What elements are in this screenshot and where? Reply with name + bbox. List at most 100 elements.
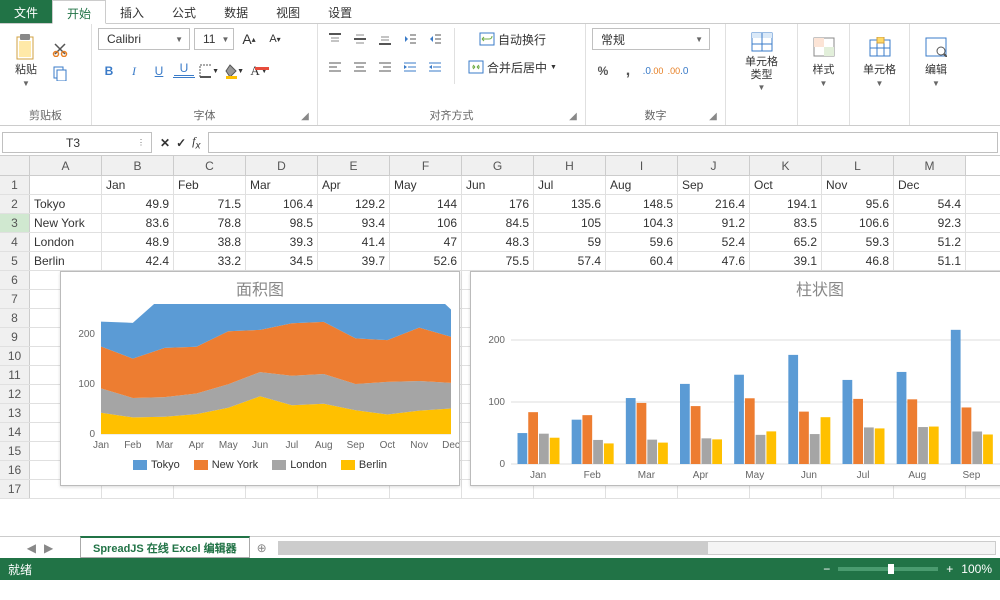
decrease-decimal-button[interactable]: .00.0 [667, 60, 689, 82]
align-right-button[interactable] [374, 56, 396, 78]
cell[interactable]: 47 [390, 233, 462, 251]
cell[interactable]: 176 [462, 195, 534, 213]
cell[interactable]: 92.3 [894, 214, 966, 232]
align-middle-button[interactable] [349, 28, 371, 50]
align-center-button[interactable] [349, 56, 371, 78]
cell[interactable]: 93.4 [318, 214, 390, 232]
grid-area[interactable]: ABCDEFGHIJKLM 1JanFebMarAprMayJunJulAugS… [0, 156, 1000, 536]
cell[interactable]: Tokyo [30, 195, 102, 213]
cell[interactable]: 59.3 [822, 233, 894, 251]
align-top-button[interactable] [324, 28, 346, 50]
cell[interactable]: 83.6 [102, 214, 174, 232]
cell[interactable]: 129.2 [318, 195, 390, 213]
file-tab[interactable]: 文件 [0, 0, 52, 23]
cell[interactable]: 52.4 [678, 233, 750, 251]
tab-insert[interactable]: 插入 [106, 0, 158, 23]
row-header[interactable]: 6 [0, 271, 30, 289]
cell[interactable]: 95.6 [822, 195, 894, 213]
row-header[interactable]: 3 [0, 214, 30, 232]
cell[interactable]: 48.9 [102, 233, 174, 251]
row-header[interactable]: 13 [0, 404, 30, 422]
font-size-combo[interactable]: 11▼ [194, 28, 234, 50]
percent-button[interactable]: % [592, 60, 614, 82]
cell[interactable]: Jun [462, 176, 534, 194]
col-header[interactable]: D [246, 156, 318, 175]
cell[interactable]: May [390, 176, 462, 194]
tab-view[interactable]: 视图 [262, 0, 314, 23]
cell[interactable]: New York [30, 214, 102, 232]
cell[interactable]: Mar [246, 176, 318, 194]
cell[interactable]: 106.6 [822, 214, 894, 232]
tab-settings[interactable]: 设置 [314, 0, 366, 23]
row-header[interactable]: 8 [0, 309, 30, 327]
row-header[interactable]: 2 [0, 195, 30, 213]
fx-button[interactable]: fx [192, 134, 200, 151]
cell[interactable]: 42.4 [102, 252, 174, 270]
cell[interactable]: 39.1 [750, 252, 822, 270]
cell[interactable]: 57.4 [534, 252, 606, 270]
cell[interactable]: Feb [174, 176, 246, 194]
cell[interactable]: Nov [822, 176, 894, 194]
increase-decimal-button[interactable]: .0.00 [642, 60, 664, 82]
name-box[interactable]: T3 ⋮ [2, 132, 152, 153]
cell[interactable]: 98.5 [246, 214, 318, 232]
cell[interactable]: 51.1 [894, 252, 966, 270]
cell[interactable]: Apr [318, 176, 390, 194]
cell[interactable]: Oct [750, 176, 822, 194]
cancel-formula-button[interactable]: ✕ [160, 136, 170, 150]
font-color-button[interactable]: A▼ [248, 60, 270, 82]
horizontal-scrollbar[interactable] [278, 541, 996, 555]
cell[interactable]: 78.8 [174, 214, 246, 232]
cell[interactable] [30, 176, 102, 194]
cell[interactable]: 216.4 [678, 195, 750, 213]
row-header[interactable]: 11 [0, 366, 30, 384]
cell[interactable]: 38.8 [174, 233, 246, 251]
row-header[interactable]: 15 [0, 442, 30, 460]
accept-formula-button[interactable]: ✓ [176, 136, 186, 150]
styles-button[interactable]: 样式 ▼ [804, 28, 843, 94]
add-sheet-button[interactable]: ⊕ [250, 537, 274, 558]
cell[interactable]: 51.2 [894, 233, 966, 251]
area-chart[interactable]: 面积图 0100200JanFebMarAprMayJunJulAugSepOc… [60, 271, 460, 486]
wrap-text-button[interactable]: 自动换行 [463, 28, 562, 50]
col-header[interactable]: C [174, 156, 246, 175]
editing-button[interactable]: 编辑 ▼ [916, 28, 956, 94]
cell[interactable]: 144 [390, 195, 462, 213]
dedent-button[interactable] [399, 56, 421, 78]
shrink-font-button[interactable]: A▾ [264, 28, 286, 50]
font-launcher[interactable]: ◢ [299, 111, 311, 123]
zoom-in-button[interactable]: + [946, 562, 953, 576]
grow-font-button[interactable]: A▴ [238, 28, 260, 50]
cell[interactable]: Dec [894, 176, 966, 194]
bar-chart[interactable]: 柱状图 0100200JanFebMarAprMayJunJulAugSepOc… [470, 271, 1000, 486]
number-launcher[interactable]: ◢ [707, 111, 719, 123]
cell[interactable]: 71.5 [174, 195, 246, 213]
row-header[interactable]: 16 [0, 461, 30, 479]
row-header[interactable]: 1 [0, 176, 30, 194]
cell[interactable]: Jan [102, 176, 174, 194]
row-header[interactable]: 17 [0, 480, 30, 498]
cells-button[interactable]: 单元格 ▼ [860, 28, 900, 94]
cell[interactable]: 106.4 [246, 195, 318, 213]
col-header[interactable]: M [894, 156, 966, 175]
zoom-level[interactable]: 100% [961, 562, 992, 576]
align-bottom-button[interactable] [374, 28, 396, 50]
paste-button[interactable]: 粘贴 ▼ [6, 28, 46, 94]
sheet-nav-next[interactable]: ▶ [44, 541, 53, 555]
cell[interactable]: 41.4 [318, 233, 390, 251]
row-header[interactable]: 12 [0, 385, 30, 403]
row-header[interactable]: 4 [0, 233, 30, 251]
cell[interactable]: 49.9 [102, 195, 174, 213]
cell[interactable]: 84.5 [462, 214, 534, 232]
col-header[interactable]: L [822, 156, 894, 175]
cell[interactable]: 48.3 [462, 233, 534, 251]
sheet-nav-prev[interactable]: ◀ [27, 541, 36, 555]
col-header[interactable]: G [462, 156, 534, 175]
cell[interactable]: 39.7 [318, 252, 390, 270]
indent-button[interactable] [424, 56, 446, 78]
col-header[interactable]: F [390, 156, 462, 175]
align-left-button[interactable] [324, 56, 346, 78]
formula-input[interactable] [208, 132, 998, 153]
copy-button[interactable] [50, 64, 70, 82]
cell[interactable]: 135.6 [534, 195, 606, 213]
